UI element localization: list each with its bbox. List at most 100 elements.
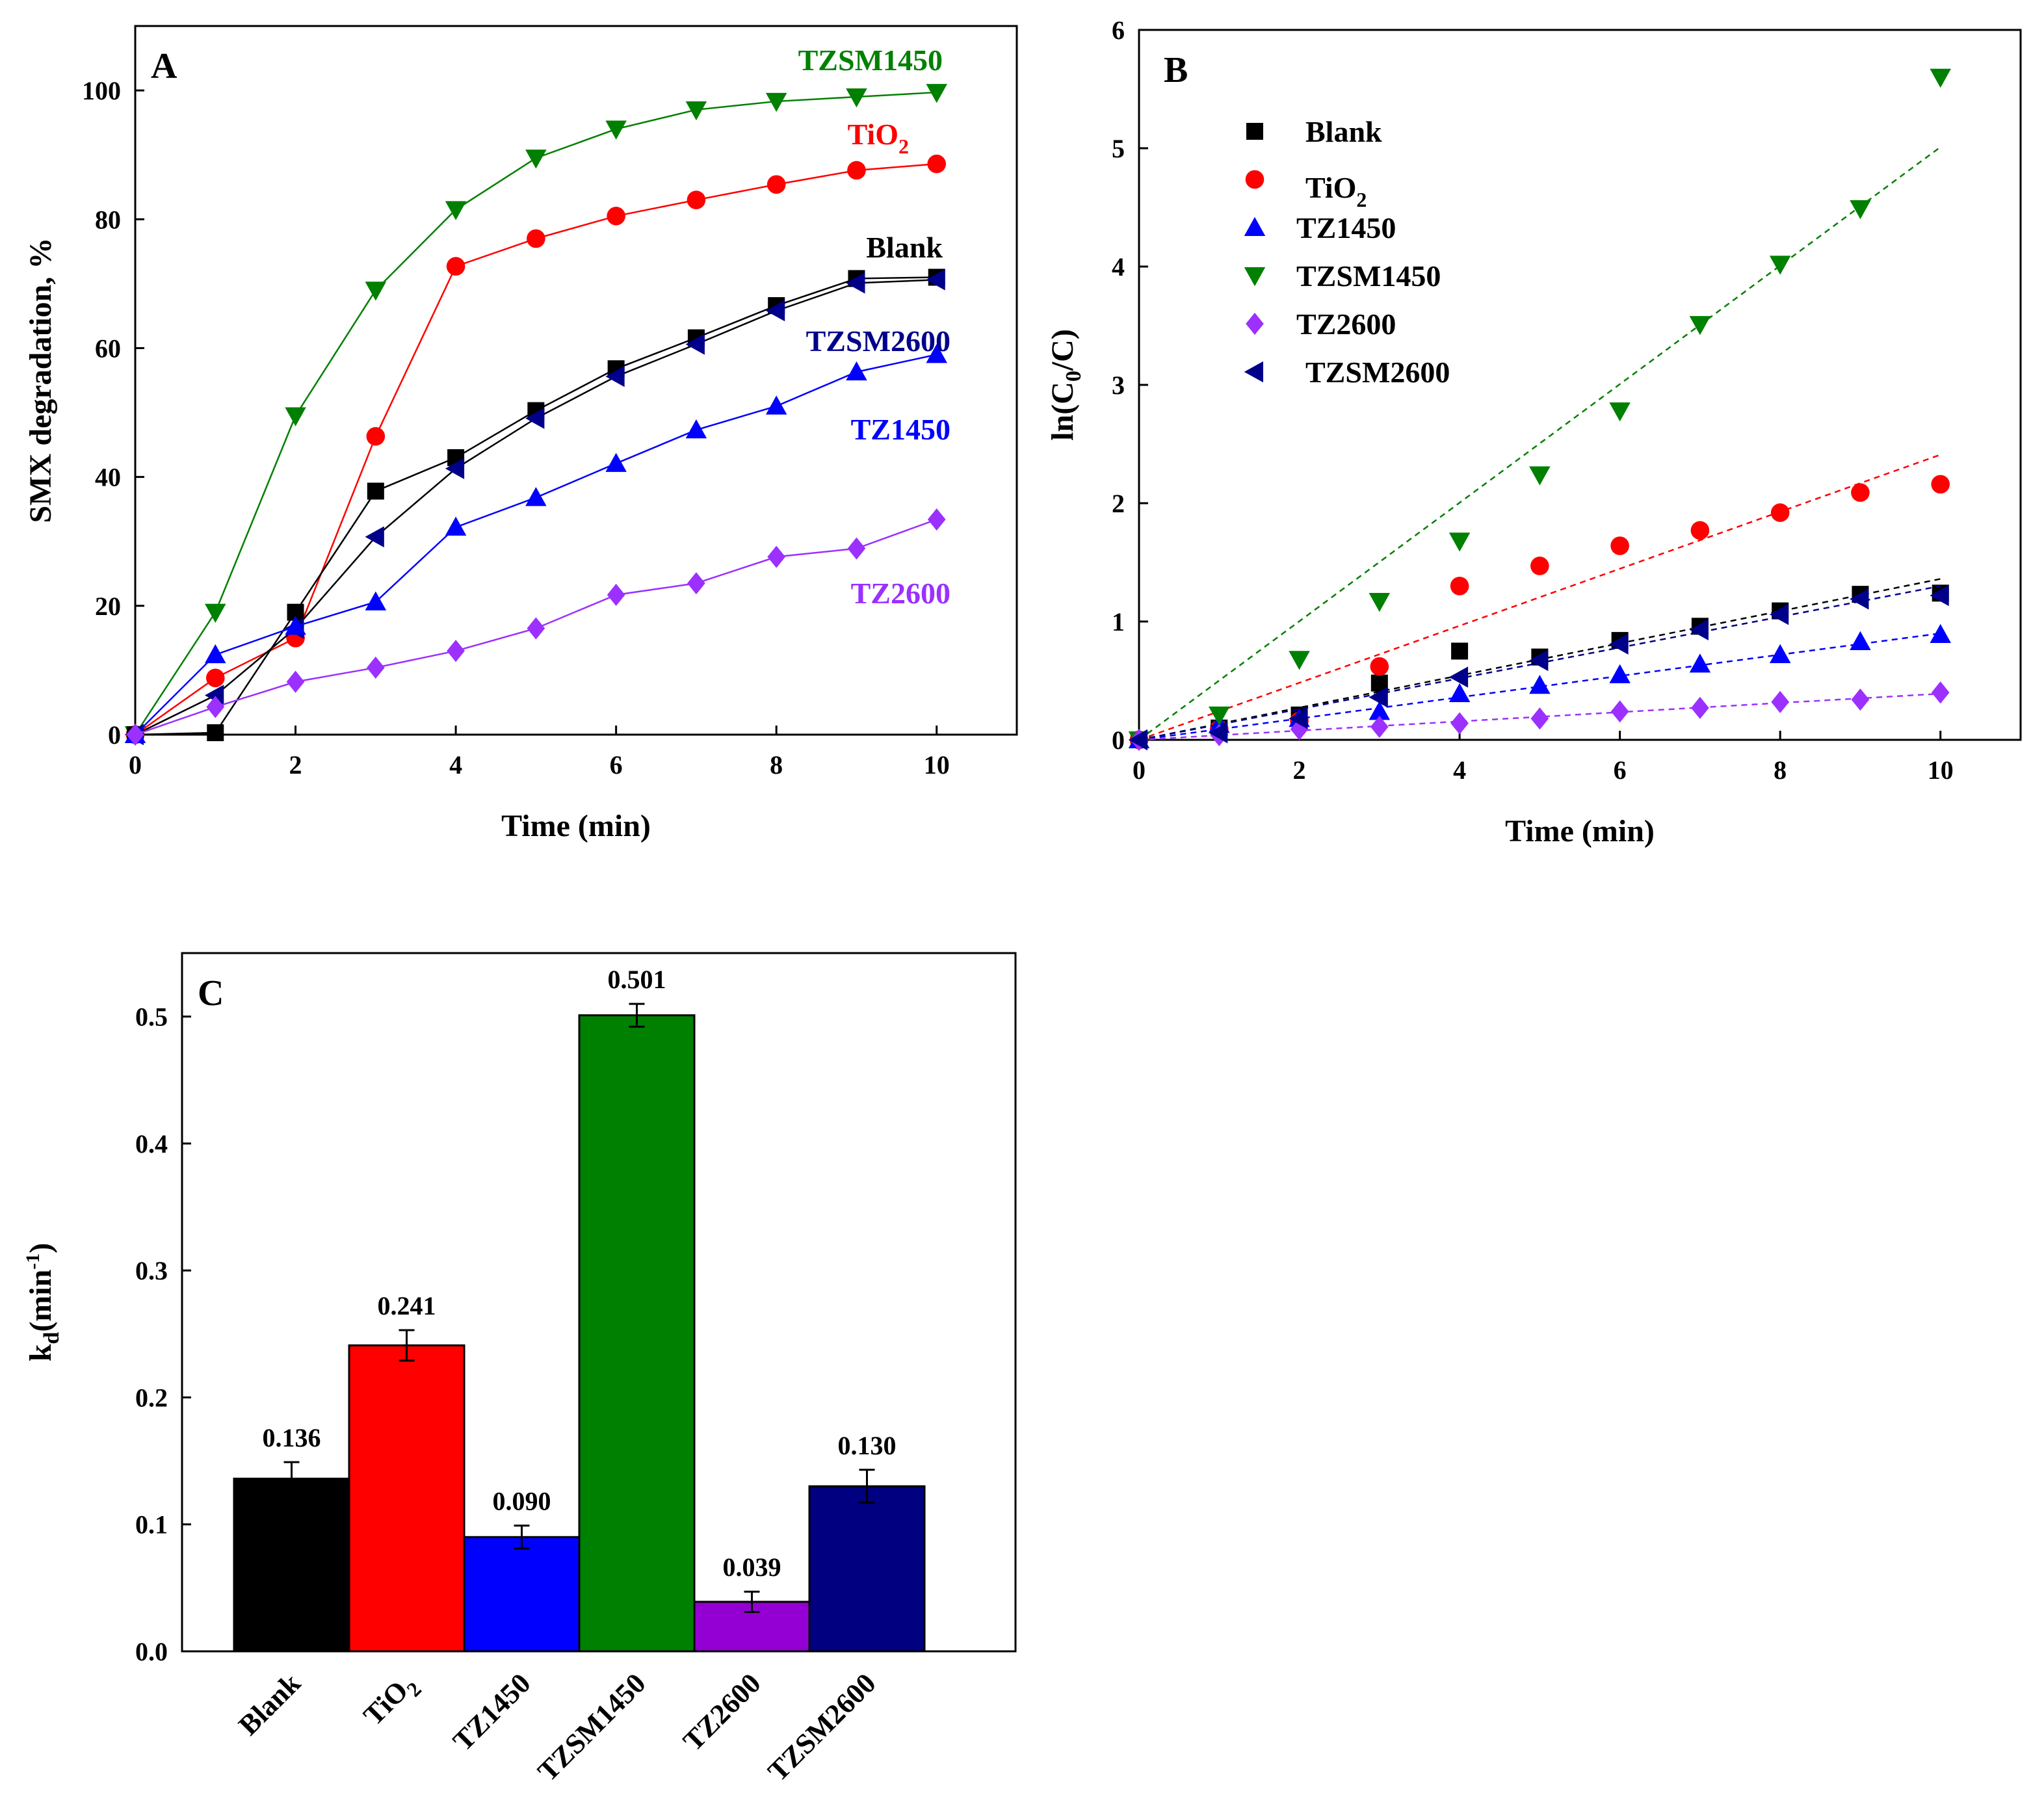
- data-point: [1530, 707, 1549, 730]
- text-part: 0: [1062, 371, 1086, 382]
- bar-group-tz2600: 0.039 TZ2600: [677, 1553, 811, 1757]
- x-tick-label: 2: [1293, 755, 1306, 785]
- plot-frame: [134, 25, 1018, 736]
- data-point: [607, 583, 625, 607]
- panel-c: 0.00.10.20.30.40.5Ckd(min-1)0.136Blank0.…: [22, 952, 1017, 1787]
- data-point: [366, 426, 386, 446]
- y-tick-label: 0.0: [135, 1637, 168, 1666]
- data-point: [765, 300, 785, 322]
- text-part: TiO: [848, 118, 898, 151]
- fit-line: [1138, 692, 1941, 741]
- x-tick-label: 4: [1453, 755, 1466, 785]
- data-point: [1209, 706, 1230, 726]
- series-line: [135, 163, 937, 736]
- y-tick-label: 0: [1112, 726, 1125, 755]
- data-point: [847, 537, 866, 560]
- series-tz2600: [126, 508, 946, 746]
- y-axis-title: ln(C0/C): [1045, 329, 1086, 441]
- data-point: [207, 724, 224, 742]
- bar-value-label: 0.039: [723, 1553, 781, 1582]
- x-tick-label: 6: [610, 750, 623, 780]
- x-tick-label: 4: [449, 750, 462, 780]
- legend-label: TZSM1450: [1296, 259, 1441, 293]
- series-tzsm2600: [1128, 584, 1949, 751]
- data-point: [1769, 603, 1789, 625]
- data-point: [685, 419, 707, 439]
- legend-marker: [1246, 312, 1264, 335]
- text-part: ln(C: [1045, 382, 1080, 441]
- data-point: [1610, 536, 1629, 555]
- data-point: [687, 190, 706, 209]
- y-tick-label: 5: [1112, 134, 1125, 163]
- data-point: [846, 272, 865, 294]
- y-tick-label: 3: [1112, 371, 1125, 400]
- data-point: [1850, 588, 1869, 610]
- category-label: TZ2600: [677, 1667, 766, 1757]
- x-axis-title: Time (min): [1505, 814, 1655, 848]
- data-point: [1369, 687, 1388, 708]
- data-point: [765, 395, 787, 415]
- data-point: [1930, 623, 1951, 644]
- legend-label: Blank: [1305, 115, 1382, 148]
- data-point: [365, 282, 387, 301]
- data-point: [1609, 633, 1629, 655]
- fit-line: [1138, 454, 1941, 741]
- y-tick-label: 6: [1112, 16, 1125, 45]
- data-point: [367, 656, 385, 679]
- data-point: [1450, 577, 1469, 596]
- panel-letter-c: C: [198, 973, 224, 1014]
- data-point: [1689, 619, 1709, 640]
- data-point: [1529, 649, 1549, 672]
- panel-letter-a: A: [151, 46, 177, 86]
- y-axis-title: SMX degradation, %: [23, 238, 58, 523]
- data-point: [1691, 696, 1709, 719]
- text-part: ): [23, 1243, 58, 1253]
- data-point: [206, 696, 225, 718]
- bar-value-label: 0.136: [263, 1423, 321, 1452]
- data-point: [285, 616, 306, 635]
- data-point: [607, 207, 625, 226]
- y-tick-label: 0.4: [135, 1129, 168, 1159]
- bar: [808, 1485, 926, 1653]
- data-point: [767, 545, 785, 568]
- data-point: [1448, 666, 1469, 688]
- data-point: [1289, 707, 1308, 729]
- data-point: [1690, 521, 1710, 540]
- series-label-tzsm2600: TZSM2600: [806, 324, 950, 358]
- text-part: TZ2600: [677, 1667, 766, 1757]
- data-point: [1370, 715, 1389, 739]
- data-point: [1450, 712, 1469, 735]
- category-label: Blank: [232, 1667, 307, 1742]
- data-point: [1529, 675, 1551, 694]
- bar-group-tio2: 0.241 TiO2: [348, 1291, 465, 1731]
- y-tick-label: 80: [95, 205, 121, 234]
- data-point: [846, 361, 867, 381]
- x-tick-label: 2: [289, 750, 302, 780]
- data-point: [926, 269, 945, 291]
- data-point: [527, 617, 545, 640]
- data-point: [1851, 688, 1870, 711]
- text-part: d: [40, 1332, 64, 1344]
- data-point: [1931, 475, 1950, 494]
- legend-label: TZSM2600: [1305, 356, 1450, 389]
- bar: [578, 1014, 696, 1653]
- data-point: [1769, 644, 1791, 663]
- y-tick-label: 100: [82, 76, 121, 105]
- data-point: [365, 526, 384, 548]
- data-point: [205, 668, 225, 688]
- data-point: [685, 101, 707, 121]
- legend-label: TZ2600: [1296, 308, 1396, 341]
- data-point: [1128, 729, 1147, 751]
- data-point: [1610, 700, 1629, 723]
- data-point: [1529, 466, 1551, 486]
- data-point: [205, 603, 226, 623]
- data-point: [926, 84, 947, 103]
- data-point: [1931, 681, 1950, 704]
- data-point: [927, 154, 947, 174]
- data-point: [1850, 631, 1871, 650]
- data-point: [765, 92, 787, 112]
